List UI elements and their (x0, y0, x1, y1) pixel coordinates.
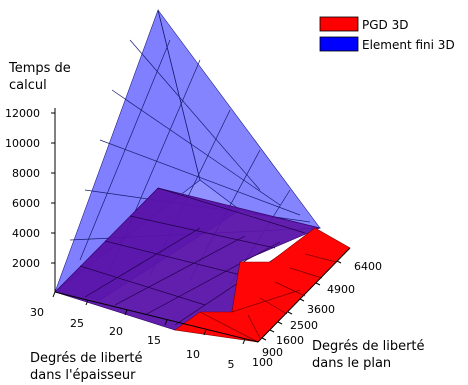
y-tick-labels: 100 900 1600 2500 3600 4900 6400 (252, 260, 382, 369)
y-tick-label: 2500 (290, 319, 318, 332)
legend-label-element-fini-3d: Element fini 3D (362, 38, 455, 52)
overlap-mesh (79, 187, 311, 326)
y-axis-title: Degrés de liberté dans le plan (312, 339, 425, 371)
svg-text:calcul: calcul (9, 78, 47, 93)
x-tick-label: 10 (186, 348, 200, 361)
y-tick-label: 1600 (276, 334, 304, 347)
svg-text:Degrés de liberté: Degrés de liberté (312, 339, 425, 354)
y-axis-line (257, 247, 351, 343)
svg-text:Temps de: Temps de (8, 61, 71, 76)
y-tick-label: 6400 (354, 260, 382, 273)
x-tick-label: 20 (109, 325, 123, 338)
z-tick-label: 10000 (5, 137, 40, 150)
z-tick-label: 6000 (12, 197, 40, 210)
svg-text:dans l'épaisseur: dans l'épaisseur (30, 368, 136, 383)
x-tick-label: 30 (30, 306, 44, 319)
x-tick-label: 5 (228, 358, 235, 371)
y-tick-label: 3600 (307, 303, 335, 316)
x-tick-labels: 30 25 20 15 10 5 (30, 306, 235, 371)
z-tick-labels: 12000 10000 8000 6000 4000 2000 (5, 107, 40, 270)
z-axis-title: Temps de calcul (8, 61, 71, 93)
y-tick-label: 4900 (327, 283, 355, 296)
legend-swatch-element-fini-3d (319, 36, 359, 52)
legend-swatch-pgd-3d (319, 16, 359, 32)
y-tick-label: 100 (252, 356, 273, 369)
x-axis-title: Degrés de liberté dans l'épaisseur (30, 351, 143, 383)
z-tick-label: 12000 (5, 107, 40, 120)
axes (54, 108, 351, 343)
x-axis-line (54, 291, 259, 343)
pgd-surface-mesh (199, 253, 337, 343)
legend-label-pgd-3d: PGD 3D (362, 18, 408, 32)
z-tick-label: 2000 (12, 257, 40, 270)
legend: PGD 3D Element fini 3D (319, 16, 455, 52)
tick-marks (51, 112, 342, 345)
x-tick-label: 25 (70, 317, 84, 330)
svg-text:Degrés de liberté: Degrés de liberté (30, 351, 143, 366)
x-tick-label: 15 (147, 334, 161, 347)
overlap-region (54, 187, 321, 331)
series-pgd-3d-surface (174, 227, 351, 343)
y-tick-label: 900 (262, 346, 283, 359)
z-tick-label: 8000 (12, 167, 40, 180)
z-tick-label: 4000 (12, 227, 40, 240)
svg-text:dans le plan: dans le plan (312, 356, 391, 371)
